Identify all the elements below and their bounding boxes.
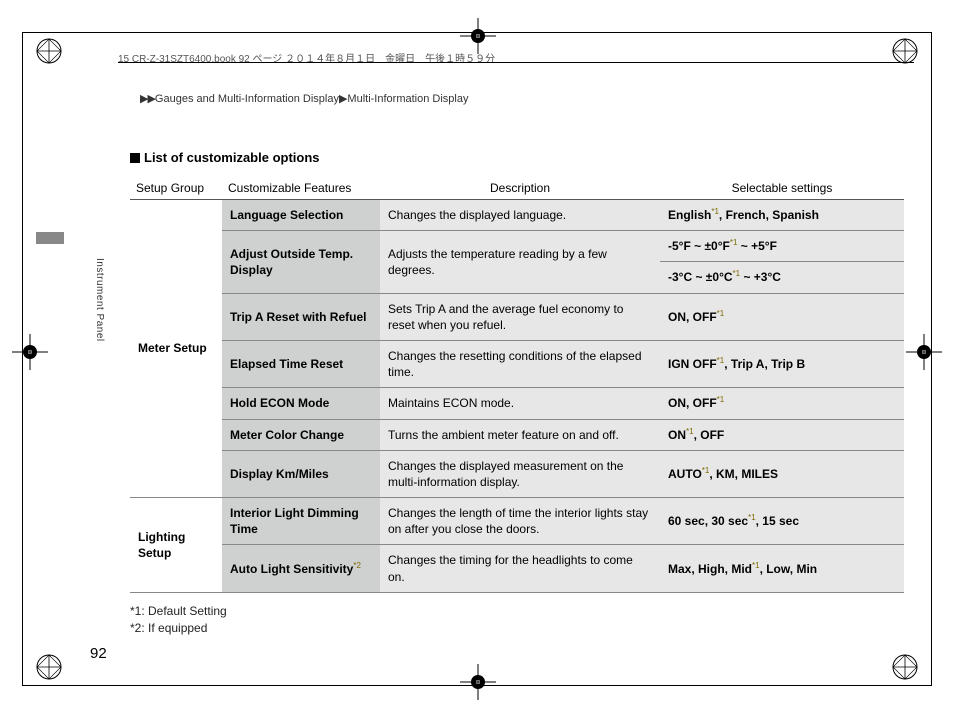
table-row: Elapsed Time Reset Changes the resetting… <box>130 340 904 387</box>
feature-cell: Elapsed Time Reset <box>222 340 380 387</box>
registration-mark-icon <box>890 36 920 66</box>
setting-part: ~ +3°C <box>740 270 781 284</box>
col-features: Customizable Features <box>222 177 380 200</box>
content-area: List of customizable options Setup Group… <box>130 150 904 636</box>
footnote-ref: *1 <box>752 561 760 570</box>
settings-cell: ON*1, OFF <box>660 419 904 450</box>
desc-cell: Changes the resetting conditions of the … <box>380 340 660 387</box>
settings-cell: 60 sec, 30 sec*1, 15 sec <box>660 498 904 545</box>
side-section-label: Instrument Panel <box>94 258 105 342</box>
setting-part: Max, High, Mid <box>668 562 752 576</box>
desc-cell: Changes the length of time the interior … <box>380 498 660 545</box>
setting-part: English <box>668 208 711 222</box>
settings-cell: ON, OFF*1 <box>660 388 904 419</box>
col-setup-group: Setup Group <box>130 177 222 200</box>
footnote-1: *1: Default Setting <box>130 603 904 620</box>
table-row: Lighting Setup Interior Light Dimming Ti… <box>130 498 904 545</box>
footnote-ref: *1 <box>717 395 725 404</box>
desc-cell: Changes the timing for the headlights to… <box>380 545 660 592</box>
registration-mark-icon <box>34 652 64 682</box>
setting-part: , Low, Min <box>760 562 818 576</box>
feature-cell: Interior Light Dimming Time <box>222 498 380 545</box>
crosshair-icon <box>12 334 48 370</box>
desc-cell: Adjusts the temperature reading by a few… <box>380 231 660 293</box>
settings-cell: IGN OFF*1, Trip A, Trip B <box>660 340 904 387</box>
header-rule <box>118 62 914 63</box>
footnote-ref: *1 <box>686 427 694 436</box>
feature-cell: Trip A Reset with Refuel <box>222 293 380 340</box>
breadcrumb-seg1: Gauges and Multi-Information Display <box>155 93 339 105</box>
setting-part: , OFF <box>694 428 725 442</box>
feature-cell: Meter Color Change <box>222 419 380 450</box>
table-row: Hold ECON Mode Maintains ECON mode. ON, … <box>130 388 904 419</box>
registration-mark-icon <box>890 652 920 682</box>
setting-part: AUTO <box>668 467 702 481</box>
table-row: Meter Color Change Turns the ambient met… <box>130 419 904 450</box>
feature-cell: Display Km/Miles <box>222 450 380 497</box>
group-lighting-setup: Lighting Setup <box>130 498 222 593</box>
crosshair-icon <box>460 18 496 54</box>
table-row: Auto Light Sensitivity*2 Changes the tim… <box>130 545 904 592</box>
breadcrumb: ▶▶Gauges and Multi-Information Display▶M… <box>140 92 468 105</box>
settings-cell: -5°F ~ ±0°F*1 ~ +5°F <box>660 231 904 262</box>
feature-cell: Auto Light Sensitivity*2 <box>222 545 380 592</box>
feature-cell: Hold ECON Mode <box>222 388 380 419</box>
setting-part: , 15 sec <box>756 514 799 528</box>
table-row: Adjust Outside Temp. Display Adjusts the… <box>130 231 904 262</box>
footnotes: *1: Default Setting *2: If equipped <box>130 603 904 637</box>
desc-cell: Changes the displayed language. <box>380 200 660 231</box>
footnote-ref: *1 <box>717 309 725 318</box>
options-table: Setup Group Customizable Features Descri… <box>130 177 904 593</box>
breadcrumb-seg2: Multi-Information Display <box>347 93 468 105</box>
setting-part: -3°C ~ ±0°C <box>668 270 733 284</box>
footnote-ref: *1 <box>733 269 741 278</box>
setting-part: ON <box>668 428 686 442</box>
crosshair-icon <box>906 334 942 370</box>
feature-text: Auto Light Sensitivity <box>230 562 353 576</box>
settings-cell: -3°C ~ ±0°C*1 ~ +3°C <box>660 262 904 293</box>
side-tab <box>36 232 64 244</box>
group-meter-setup: Meter Setup <box>130 200 222 498</box>
feature-cell: Adjust Outside Temp. Display <box>222 231 380 293</box>
settings-cell: Max, High, Mid*1, Low, Min <box>660 545 904 592</box>
section-title: List of customizable options <box>130 150 904 165</box>
registration-mark-icon <box>34 36 64 66</box>
settings-cell: ON, OFF*1 <box>660 293 904 340</box>
feature-cell: Language Selection <box>222 200 380 231</box>
table-row: Display Km/Miles Changes the displayed m… <box>130 450 904 497</box>
col-description: Description <box>380 177 660 200</box>
footnote-ref: *1 <box>711 207 719 216</box>
table-row: Meter Setup Language Selection Changes t… <box>130 200 904 231</box>
setting-part: ON, OFF <box>668 396 717 410</box>
desc-cell: Sets Trip A and the average fuel economy… <box>380 293 660 340</box>
desc-cell: Turns the ambient meter feature on and o… <box>380 419 660 450</box>
setting-part: IGN OFF <box>668 357 717 371</box>
square-bullet-icon <box>130 153 140 163</box>
page-number: 92 <box>90 645 107 662</box>
setting-part: ON, OFF <box>668 310 717 324</box>
table-header-row: Setup Group Customizable Features Descri… <box>130 177 904 200</box>
setting-part: ~ +5°F <box>737 239 777 253</box>
settings-cell: English*1, French, Spanish <box>660 200 904 231</box>
footnote-2: *2: If equipped <box>130 620 904 637</box>
breadcrumb-arrows-icon: ▶▶ <box>140 93 155 105</box>
desc-cell: Maintains ECON mode. <box>380 388 660 419</box>
col-settings: Selectable settings <box>660 177 904 200</box>
setting-part: , Trip A, Trip B <box>724 357 805 371</box>
table-row: Trip A Reset with Refuel Sets Trip A and… <box>130 293 904 340</box>
setting-part: 60 sec, 30 sec <box>668 514 748 528</box>
setting-part: , KM, MILES <box>709 467 778 481</box>
crosshair-icon <box>460 664 496 700</box>
footnote-ref: *2 <box>353 561 361 570</box>
setting-part: -5°F ~ ±0°F <box>668 239 730 253</box>
settings-cell: AUTO*1, KM, MILES <box>660 450 904 497</box>
setting-part: , French, Spanish <box>719 208 819 222</box>
desc-cell: Changes the displayed measurement on the… <box>380 450 660 497</box>
footnote-ref: *1 <box>748 513 756 522</box>
section-title-text: List of customizable options <box>144 150 320 165</box>
